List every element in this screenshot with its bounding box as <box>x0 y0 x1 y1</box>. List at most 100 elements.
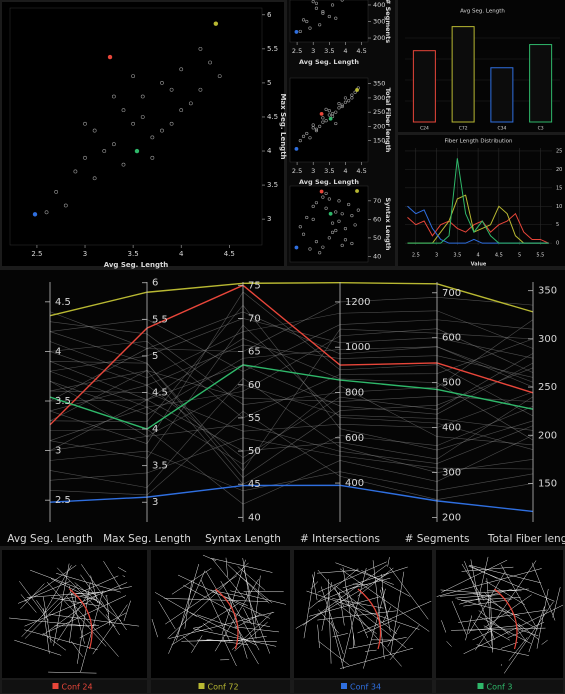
x-axis-label: Value <box>471 262 487 268</box>
point <box>340 243 344 247</box>
point <box>340 212 344 216</box>
fiber <box>468 571 506 635</box>
y-tick-label: 70 <box>373 197 381 205</box>
fiber <box>458 609 547 623</box>
point <box>311 126 315 130</box>
fiber <box>171 603 238 646</box>
fiber <box>60 586 132 600</box>
x-tick-label: 4.5 <box>224 250 235 258</box>
x-tick-label: 3 <box>435 253 438 259</box>
point <box>330 221 335 225</box>
fiber <box>456 598 520 616</box>
bar <box>412 50 436 123</box>
point <box>301 18 306 22</box>
fiber <box>117 567 127 573</box>
tick-label: 1200 <box>345 297 370 308</box>
axis-label: Max Seg. Length <box>103 533 191 545</box>
fiber <box>451 600 467 635</box>
point <box>73 169 78 174</box>
fiber <box>234 626 280 633</box>
glyph-panel <box>2 550 147 678</box>
point <box>111 142 116 147</box>
legend-label: Conf 34 <box>350 683 381 692</box>
point <box>314 240 319 244</box>
fiber <box>211 557 246 600</box>
fiber <box>331 621 344 670</box>
point <box>311 0 315 4</box>
fiber-highlight <box>494 588 518 650</box>
fiber <box>317 569 359 574</box>
background-line <box>49 319 534 372</box>
fiber <box>77 582 91 664</box>
fiber <box>500 641 518 649</box>
fiber <box>483 625 511 641</box>
x-tick-label: C24 <box>420 126 429 132</box>
x-tick-label: 4 <box>476 253 479 259</box>
fiber <box>101 600 110 615</box>
background-line <box>49 310 534 379</box>
fiber <box>321 582 333 631</box>
y-tick-label: 40 <box>373 252 381 260</box>
tick-label: 45 <box>248 479 261 490</box>
x-tick-label: C72 <box>459 126 468 132</box>
point <box>92 176 97 181</box>
fiber <box>183 584 251 623</box>
fiber <box>43 608 50 654</box>
fiber <box>79 612 127 639</box>
fiber <box>70 594 97 600</box>
y-tick-label: 150 <box>373 137 385 145</box>
point <box>321 195 325 199</box>
x-tick-label: C34 <box>497 126 506 132</box>
fiber <box>151 618 158 638</box>
line <box>407 212 549 244</box>
point <box>343 96 348 100</box>
tick-label: 55 <box>248 413 261 424</box>
point <box>330 3 335 7</box>
fiber <box>446 641 452 647</box>
point <box>324 119 328 123</box>
point <box>334 210 338 214</box>
tick-label: 800 <box>345 387 364 398</box>
fiber <box>200 579 231 642</box>
fiber <box>295 572 390 629</box>
highlight-line <box>49 281 534 317</box>
x-tick-label: 3.5 <box>128 250 139 258</box>
highlight-point <box>294 245 299 250</box>
tick-label: 60 <box>248 380 261 391</box>
y-tick-label: 4.5 <box>267 113 278 121</box>
fiber <box>345 587 369 639</box>
point <box>321 120 325 124</box>
y-axis-label: Total Fiber length <box>384 88 392 153</box>
background-line <box>49 328 534 408</box>
x-tick-label: 3.5 <box>324 167 334 175</box>
x-tick-label: C3 <box>538 126 544 132</box>
point <box>324 191 328 196</box>
point <box>330 111 335 116</box>
fiber <box>42 594 99 636</box>
point <box>150 135 155 140</box>
point <box>327 113 331 117</box>
x-tick-label: 4 <box>343 167 347 175</box>
fiber <box>158 601 176 630</box>
point <box>311 217 315 221</box>
fiber-highlight <box>357 588 382 650</box>
point <box>160 128 164 133</box>
fiber <box>339 647 414 669</box>
point <box>308 26 312 30</box>
fiber <box>339 568 430 632</box>
bar <box>490 67 514 123</box>
fiber <box>461 563 485 601</box>
y-axis-label: # Segments <box>384 0 392 43</box>
background-line <box>49 428 534 505</box>
tick-label: 600 <box>345 433 364 444</box>
point <box>327 109 331 113</box>
x-tick-label: 3.5 <box>453 253 461 259</box>
y-axis-label: Syntax Length <box>384 197 392 250</box>
point <box>140 115 145 119</box>
point <box>131 74 136 79</box>
point <box>318 124 322 129</box>
fiber <box>164 598 268 602</box>
point <box>308 247 312 251</box>
point <box>305 19 309 24</box>
fiber <box>312 574 318 601</box>
